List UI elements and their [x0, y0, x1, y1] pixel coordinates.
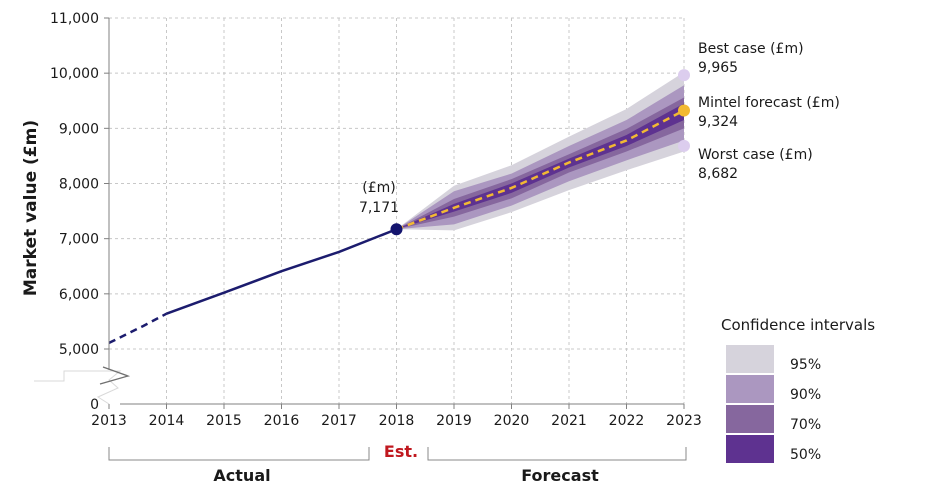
x-axis-ticks: 2013 2014 2015 2016 2017 2018 2019 2020 2021 2022…	[91, 404, 702, 429]
legend-item-50pct: 50%	[790, 447, 821, 463]
legend-swatch-70pct	[726, 405, 774, 433]
actual-label: Actual	[213, 466, 270, 485]
legend-title: Confidence intervals	[721, 316, 875, 334]
period-brackets: Actual Est. Forecast	[108, 442, 687, 485]
est-point-value: 7,171	[359, 200, 399, 216]
est-label: Est.	[384, 442, 418, 461]
y-tick-label: 9,000	[59, 121, 99, 137]
x-tick-label: 2017	[321, 413, 357, 429]
y-tick-label: 7,000	[59, 232, 99, 248]
forecast-value: 9,324	[698, 114, 738, 130]
best-label: Best case (£m)	[698, 41, 804, 57]
worst-label: Worst case (£m)	[698, 147, 813, 163]
y-tick-label: 10,000	[50, 66, 99, 82]
forecast-bracket	[427, 447, 687, 461]
axis-break-mask	[34, 370, 120, 414]
confidence-band-70pct	[396, 97, 684, 230]
y-axis-ticks: 11,000 10,000 9,000 8,000 7,000 6,000 5,000 0	[50, 11, 109, 413]
y-tick-label: 11,000	[50, 11, 99, 27]
x-tick-label: 2018	[379, 413, 415, 429]
actual-line	[166, 228, 397, 315]
x-tick-label: 2022	[609, 413, 645, 429]
axis-break-outline	[34, 370, 122, 405]
y-tick-label: 6,000	[59, 287, 99, 303]
best-value: 9,965	[698, 60, 738, 76]
legend-item-70pct: 70%	[790, 417, 821, 433]
forecast-line	[396, 109, 685, 231]
legend-swatch-90pct	[726, 375, 774, 403]
y-tick-label-zero: 0	[90, 397, 99, 413]
forecast-label: Mintel forecast (£m)	[698, 95, 840, 111]
x-tick-label: 2016	[264, 413, 300, 429]
x-tick-label: 2023	[666, 413, 702, 429]
est-point-marker	[390, 223, 403, 236]
legend-item-95pct: 95%	[790, 357, 821, 373]
x-tick-label: 2015	[206, 413, 242, 429]
y-axis-label: Market value (£m)	[21, 120, 41, 296]
legend-swatch-95pct	[726, 345, 774, 373]
axis-break-symbol	[99, 366, 131, 385]
legend-swatch-50pct	[726, 435, 774, 463]
x-tick-label: 2014	[149, 413, 185, 429]
confidence-band-50pct	[396, 103, 684, 230]
x-tick-label: 2021	[551, 413, 587, 429]
forecast-case-marker	[678, 104, 690, 117]
x-tick-label: 2013	[91, 413, 127, 429]
y-tick-label: 8,000	[59, 177, 99, 193]
actual-bracket	[108, 447, 370, 461]
y-tick-label: 5,000	[59, 342, 99, 358]
chart-annotations: (£m) 7,171 Best case (£m) 9,965 Mintel forec…	[359, 41, 840, 236]
forecast-label: Forecast	[521, 466, 599, 485]
confidence-band-90pct	[396, 85, 684, 230]
legend-item-90pct: 90%	[790, 387, 821, 403]
worst-value: 8,682	[698, 166, 738, 182]
actual-line-dashed	[108, 312, 168, 345]
series-lines	[108, 109, 685, 345]
chart-axes	[34, 18, 684, 414]
x-tick-label: 2019	[436, 413, 472, 429]
x-tick-label: 2020	[494, 413, 530, 429]
est-point-unit: (£m)	[362, 180, 395, 196]
best-case-marker	[678, 69, 690, 82]
confidence-legend: Confidence intervals 95% 90% 70% 50%	[721, 316, 875, 463]
confidence-bands	[396, 72, 684, 231]
worst-case-marker	[678, 139, 690, 152]
